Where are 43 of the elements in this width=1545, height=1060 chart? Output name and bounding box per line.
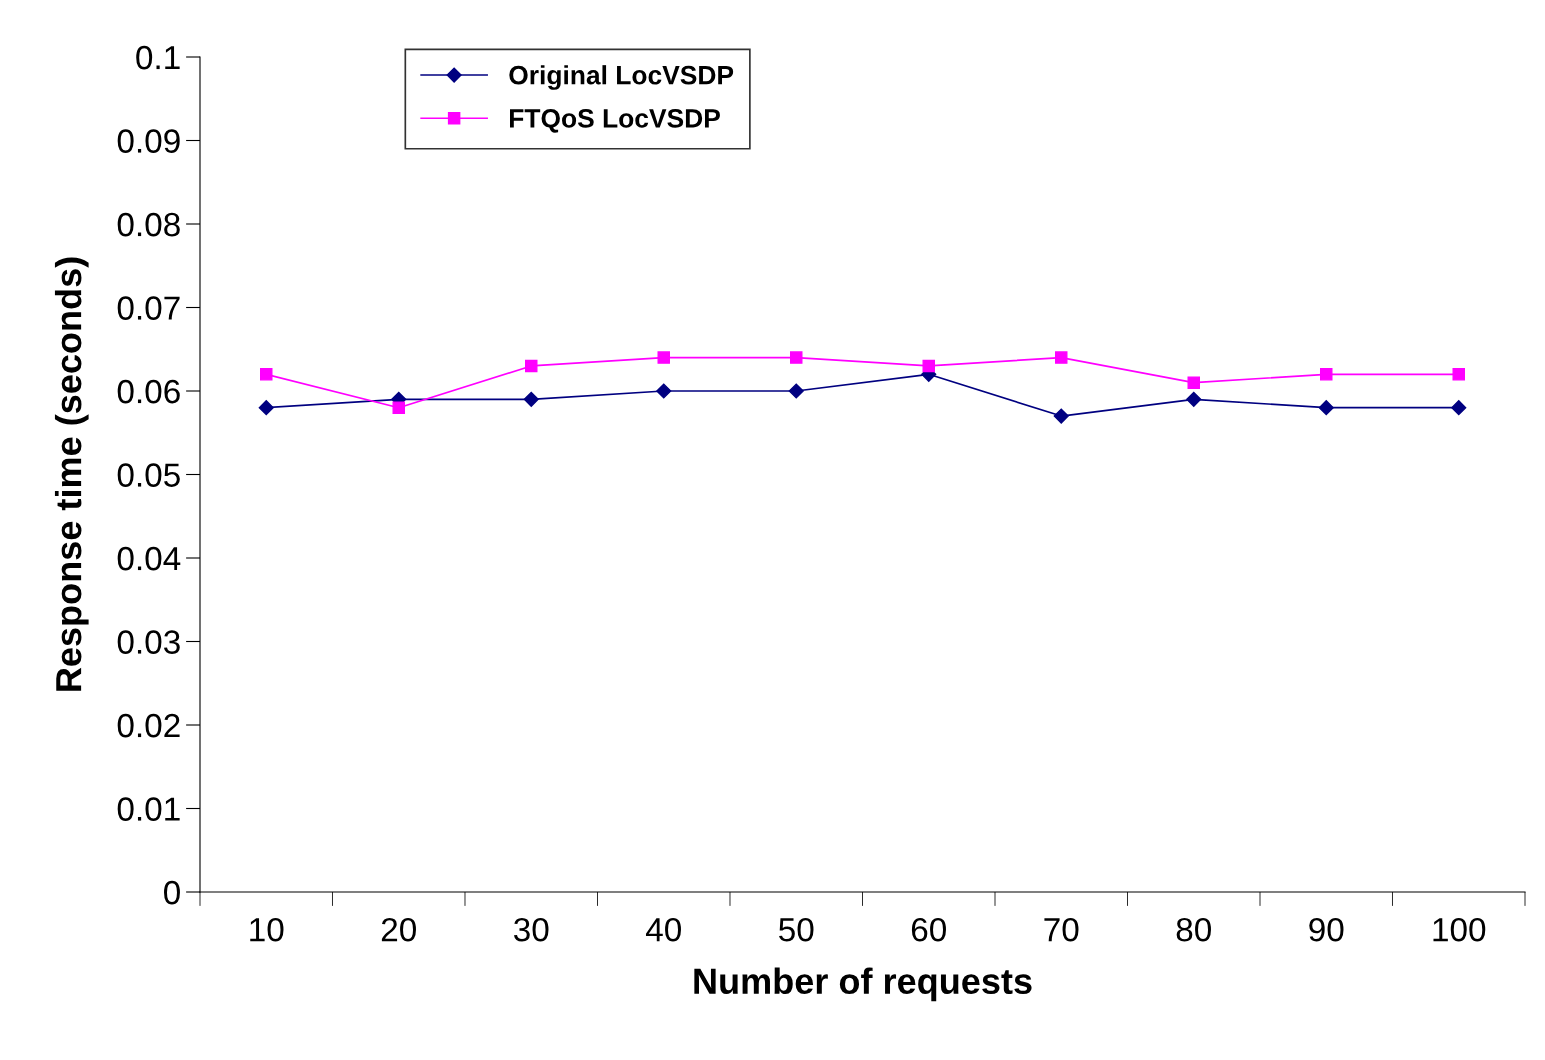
point xyxy=(1318,400,1334,416)
legend-label: FTQoS LocVSDP xyxy=(510,109,720,133)
point xyxy=(788,383,804,399)
point xyxy=(1451,400,1467,416)
x-tick-label: 40 xyxy=(645,917,681,942)
point xyxy=(657,351,671,364)
y-tick-label: 0 xyxy=(164,880,180,905)
point xyxy=(789,351,803,364)
point xyxy=(1187,376,1201,389)
point xyxy=(523,391,539,407)
x-tick-label: 30 xyxy=(513,917,549,942)
y-tick-label: 0.01 xyxy=(117,797,180,821)
y-tick-label: 0.03 xyxy=(117,630,180,654)
y-tick-label: 0.07 xyxy=(117,296,180,320)
x-axis-title: Number of requests xyxy=(694,967,1032,1002)
point xyxy=(259,368,273,381)
x-tick-label: 90 xyxy=(1309,917,1344,942)
y-tick-label: 0.08 xyxy=(117,212,180,237)
y-tick-label: 0.06 xyxy=(117,379,180,404)
y-axis-title: Response time (seconds) xyxy=(54,257,89,691)
point xyxy=(1053,408,1069,424)
point xyxy=(258,400,274,416)
y-tick-label: 0.1 xyxy=(136,45,180,70)
y-tick-label: 0.04 xyxy=(117,546,181,571)
x-tick-label: 70 xyxy=(1044,917,1079,942)
x-tick-label: 60 xyxy=(911,917,946,942)
point xyxy=(1319,368,1333,381)
point xyxy=(1054,351,1068,364)
x-tick-label: 80 xyxy=(1176,917,1211,942)
x-tick-label: 50 xyxy=(779,917,814,942)
point xyxy=(656,383,672,399)
x-tick-label: 10 xyxy=(250,917,284,942)
x-tick-label: 20 xyxy=(381,917,416,942)
y-tick-label: 0.05 xyxy=(117,463,180,487)
point xyxy=(1452,368,1466,381)
point xyxy=(524,359,538,373)
y-tick-label: 0.02 xyxy=(117,713,180,738)
point xyxy=(922,359,936,373)
point xyxy=(392,401,406,414)
y-tick-label: 0.09 xyxy=(117,129,180,153)
legend-label: Original LocVSDP xyxy=(509,65,734,90)
x-tick-label: 100 xyxy=(1433,917,1486,942)
point xyxy=(1186,391,1202,407)
